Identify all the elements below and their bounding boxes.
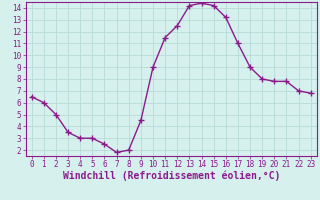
X-axis label: Windchill (Refroidissement éolien,°C): Windchill (Refroidissement éolien,°C)	[62, 171, 280, 181]
